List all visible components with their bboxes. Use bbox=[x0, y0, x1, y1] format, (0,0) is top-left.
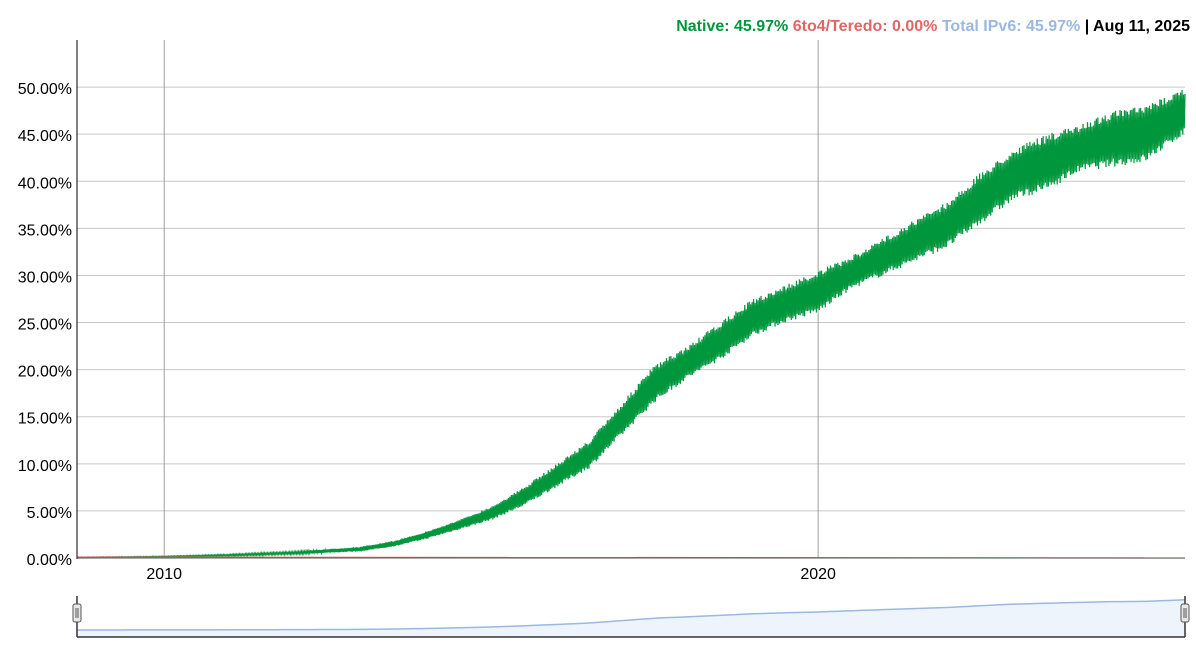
y-tick-label: 20.00% bbox=[18, 364, 72, 381]
y-tick-label: 40.00% bbox=[18, 175, 72, 192]
legend-teredo: 6to4/Teredo: 0.00% bbox=[792, 18, 938, 35]
legend-native: Native: 45.97% bbox=[676, 18, 789, 35]
y-tick-label: 5.00% bbox=[27, 505, 72, 522]
y-tick-label: 25.00% bbox=[18, 317, 72, 334]
legend-date: | Aug 11, 2025 bbox=[1084, 18, 1190, 35]
x-tick-label: 2010 bbox=[146, 566, 182, 583]
y-tick-label: 15.00% bbox=[18, 411, 72, 428]
y-tick-label: 30.00% bbox=[18, 269, 72, 286]
legend-total: Total IPv6: 45.97% bbox=[941, 18, 1081, 35]
native-series-line bbox=[76, 90, 1186, 559]
y-tick-label: 10.00% bbox=[18, 458, 72, 475]
handle-grip[interactable] bbox=[1180, 603, 1190, 623]
grid-lines bbox=[77, 40, 1185, 558]
handle-grip[interactable] bbox=[72, 603, 82, 623]
chart-legend: Native: 45.97% 6to4/Teredo: 0.00% Total … bbox=[676, 18, 1190, 36]
y-tick-label: 45.00% bbox=[18, 128, 72, 145]
range-handle-right[interactable] bbox=[1180, 603, 1190, 623]
y-tick-label: 0.00% bbox=[27, 552, 72, 569]
range-selector[interactable] bbox=[72, 590, 1190, 638]
axes: 0.00% 5.00% 10.00% 15.00% 20.00% 25.00% 30.00%… bbox=[18, 40, 1185, 583]
range-handle-left[interactable] bbox=[72, 603, 82, 623]
x-tick-label: 2020 bbox=[800, 566, 836, 583]
y-tick-label: 50.00% bbox=[18, 81, 72, 98]
series-layer bbox=[76, 90, 1186, 559]
y-tick-label: 35.00% bbox=[18, 222, 72, 239]
range-selector-line bbox=[76, 599, 1186, 631]
